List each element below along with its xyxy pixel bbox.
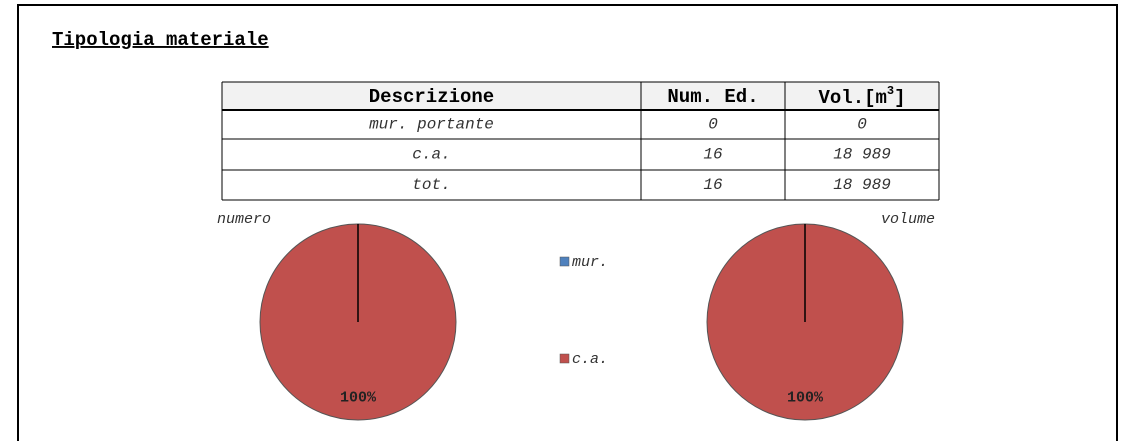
header-part: ] — [894, 87, 905, 109]
table-cell: 16 — [703, 176, 723, 194]
chart-title: numero — [217, 211, 271, 228]
frame — [17, 4, 1118, 441]
header-part: Vol.[m — [818, 87, 886, 109]
table-cell: tot. — [412, 176, 450, 194]
table-cell: 0 — [708, 116, 718, 134]
legend-swatch — [559, 256, 570, 267]
legend-label: c.a. — [572, 351, 608, 368]
pie-label: 100% — [340, 389, 377, 406]
table: Descrizione Num. Ed. Vol.[m3] mur. portante… — [221, 81, 940, 201]
legend-swatch — [559, 353, 570, 364]
table-cell: 18 989 — [833, 146, 891, 164]
section-title: Tipologia materiale — [52, 29, 269, 51]
legend-label: mur. — [572, 254, 608, 271]
table-cell: mur. portante — [369, 116, 494, 134]
table-header: Num. Ed. — [667, 86, 758, 108]
table-cell: 16 — [703, 146, 723, 164]
table-cell: 18 989 — [833, 176, 891, 194]
table-cell: 0 — [857, 116, 867, 134]
table-header-bg — [222, 82, 939, 110]
table-cell: c.a. — [412, 146, 450, 164]
header-part: 3 — [887, 84, 894, 98]
table-header: Descrizione — [369, 86, 494, 108]
charts: numero 100% volume 100% mur. c.a. — [217, 211, 935, 421]
chart-title: volume — [881, 211, 935, 228]
table-header: Vol.[m3] — [818, 84, 905, 109]
pie-label: 100% — [787, 389, 824, 406]
